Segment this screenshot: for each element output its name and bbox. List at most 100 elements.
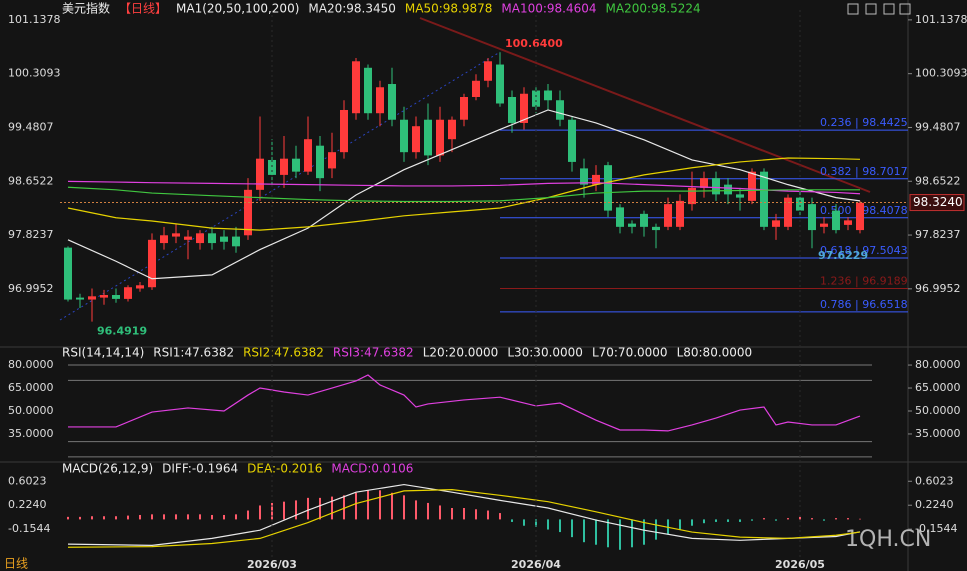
series-line: [67, 109, 861, 280]
y-tick-label: 50.0000: [8, 404, 54, 417]
y-tick-label: 99.4807: [8, 120, 54, 133]
candle-body: [400, 119, 408, 153]
series-line: [67, 489, 861, 548]
macd-bar: [403, 495, 405, 520]
trend-line: [59, 51, 501, 321]
y-tick-label: 65.0000: [8, 381, 54, 394]
macd-bar: [139, 514, 141, 520]
series-line: [67, 180, 861, 195]
y-tick-label: 35.0000: [8, 427, 54, 440]
candle-body: [760, 171, 768, 227]
candle-body: [532, 90, 540, 107]
macd-bar: [583, 519, 585, 543]
macd-bar: [67, 516, 69, 520]
candle-body: [820, 223, 828, 227]
icon[interactable]: [899, 3, 911, 15]
candle-body: [628, 223, 636, 227]
level-label: L70:70.0000: [592, 346, 668, 360]
y-tick-label: 100.3093: [8, 67, 61, 80]
fib-label: 0.786 | 96.6518: [820, 298, 908, 311]
macd-bar: [187, 514, 189, 520]
macd-bar: [475, 509, 477, 520]
legend-entry: MA100:98.4604: [501, 2, 596, 16]
macd-bar: [343, 495, 345, 520]
price-annotation: 97.6229: [818, 249, 868, 262]
macd-bar: [535, 519, 537, 527]
macd-bar: [691, 519, 693, 526]
level-label: L30:30.0000: [507, 346, 583, 360]
macd-bar: [847, 518, 849, 520]
candle-body: [88, 296, 96, 300]
y-tick-label: 101.1378: [8, 13, 61, 26]
macd-bar: [823, 519, 825, 521]
trend-line: [419, 17, 871, 193]
candle-body: [412, 126, 420, 153]
legend-entry: MA50:98.9878: [405, 2, 493, 16]
macd-bar: [811, 518, 813, 520]
y-tick-label-right: 65.0000: [915, 381, 961, 394]
macd-bar: [91, 516, 93, 520]
candle-body: [808, 204, 816, 231]
macd-bar: [283, 501, 285, 520]
period-tab[interactable]: 日线: [4, 557, 28, 571]
legend-entry: MA200:98.5224: [606, 2, 701, 16]
price-annotation: 96.4919: [97, 325, 147, 338]
candle-body: [832, 210, 840, 231]
macd-bar: [775, 519, 777, 521]
y-tick-label-right: 50.0000: [915, 404, 961, 417]
macd-bar: [367, 490, 369, 520]
panel-header: 美元指数: [62, 1, 110, 16]
candle-body: [472, 80, 480, 97]
candle-body: [664, 204, 672, 227]
y-tick-label-right: 96.9952: [915, 282, 961, 295]
last-price-box: [909, 194, 965, 212]
candle-body: [724, 184, 732, 195]
macd-bar: [439, 505, 441, 520]
panel-header: MACD(26,12,9): [62, 462, 153, 476]
candle-body: [436, 119, 444, 156]
y-tick-label: 80.0000: [8, 358, 54, 371]
candle-body: [616, 207, 624, 227]
candle-body: [508, 96, 516, 123]
y-tick-label: 0.2240: [8, 498, 47, 511]
icon[interactable]: [865, 3, 877, 15]
candle-body: [196, 233, 204, 244]
macd-bar: [763, 518, 765, 520]
candle-body: [184, 236, 192, 240]
macd-bar: [751, 519, 753, 521]
candle-body: [244, 189, 252, 236]
fib-label: 0.236 | 98.4425: [820, 116, 908, 129]
y-tick-label-right: 80.0000: [915, 358, 961, 371]
macd-bar: [619, 519, 621, 550]
macd-bar: [379, 490, 381, 520]
macd-bar: [223, 514, 225, 520]
macd-bar: [391, 492, 393, 520]
macd-bar: [547, 519, 549, 530]
candle-body: [280, 158, 288, 175]
macd-bar: [259, 505, 261, 520]
macd-bar: [103, 516, 105, 520]
macd-bar: [523, 519, 525, 526]
candle-body: [556, 100, 564, 120]
icon[interactable]: [883, 3, 895, 15]
legend-entry: RSI3:47.6382: [333, 346, 414, 360]
candle-body: [652, 226, 660, 231]
y-tick-label-right: 101.1378: [915, 13, 967, 26]
candle-body: [424, 119, 432, 156]
candle-body: [784, 197, 792, 227]
toolbar-icons[interactable]: [847, 3, 911, 15]
macd-bar: [355, 492, 357, 520]
icon[interactable]: [847, 3, 859, 15]
panel-header: RSI2:47.6382: [243, 346, 324, 360]
candle-body: [316, 145, 324, 179]
macd-bar: [115, 516, 117, 520]
y-tick-label-right: 98.6522: [915, 174, 961, 187]
y-tick-label: 98.6522: [8, 174, 54, 187]
panel-header: RSI1:47.6382: [153, 346, 234, 360]
candle-body: [340, 109, 348, 153]
x-tick-label: 2026/04: [511, 558, 561, 571]
panel-header: 【日线】: [119, 2, 167, 16]
macd-bar: [175, 514, 177, 520]
level-label: L80:80.0000: [677, 346, 753, 360]
